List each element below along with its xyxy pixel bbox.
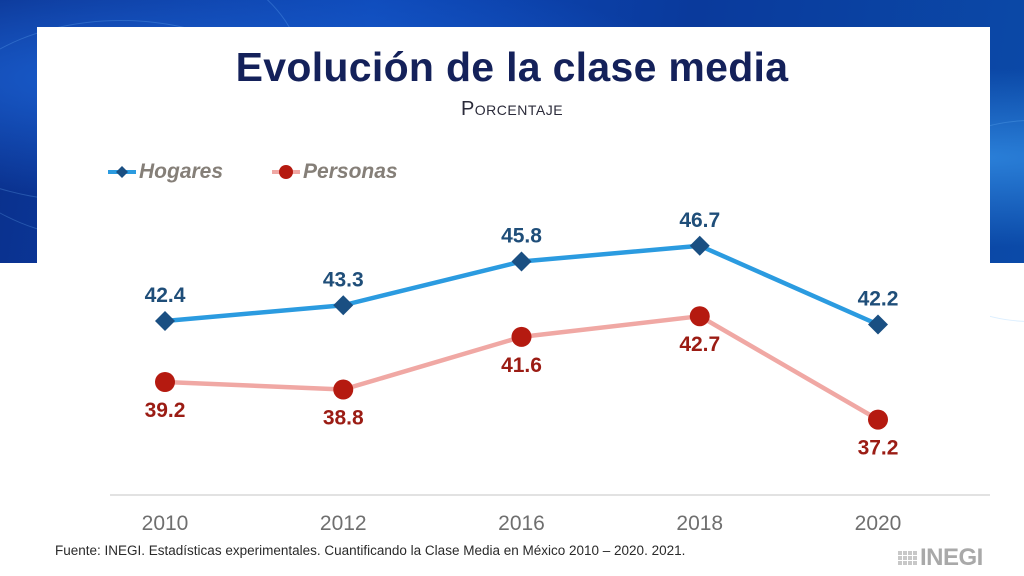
- legend-label-personas: Personas: [303, 160, 398, 183]
- data-point-marker[interactable]: [155, 372, 175, 392]
- legend: Hogares Personas: [107, 160, 398, 184]
- data-label: 45.8: [501, 225, 542, 248]
- x-tick-label: 2010: [142, 512, 189, 535]
- data-label: 37.2: [858, 437, 899, 460]
- data-point-marker[interactable]: [511, 251, 532, 272]
- data-point-marker[interactable]: [868, 409, 888, 430]
- x-tick-label: 2018: [676, 512, 723, 535]
- x-tick-label: 2016: [498, 512, 545, 535]
- inegi-logo: INEGI: [898, 544, 983, 572]
- series-hogares: 42.4 43.3 45.8 46.7 42.2: [145, 209, 899, 335]
- diamond-marker-icon: [108, 166, 136, 178]
- series-personas: 39.2 38.8 41.6 42.7 37.2: [145, 306, 899, 460]
- source-note: Fuente: INEGI. Estadísticas experimental…: [55, 543, 686, 558]
- data-label: 43.3: [323, 268, 364, 291]
- data-point-marker[interactable]: [333, 295, 354, 316]
- chart-subtitle: Porcentaje: [460, 98, 564, 120]
- logo-mark-icon: [898, 551, 917, 565]
- data-point-marker[interactable]: [155, 311, 175, 331]
- data-point-marker[interactable]: [689, 306, 710, 327]
- data-label: 38.8: [323, 407, 364, 430]
- data-label: 42.7: [679, 333, 720, 356]
- data-label: 39.2: [145, 399, 186, 422]
- series-layer: 42.4 43.3 45.8 46.7 42.2 39.2 38.8 41.6 42.7 37.2: [145, 209, 899, 460]
- circle-marker-icon: [272, 165, 301, 179]
- data-label: 46.7: [679, 209, 720, 232]
- data-point-marker[interactable]: [333, 379, 354, 400]
- data-point-marker[interactable]: [689, 235, 710, 256]
- x-tick-label: 2020: [855, 512, 902, 535]
- data-point-marker[interactable]: [511, 326, 532, 347]
- x-tick-label: 2012: [320, 512, 367, 535]
- chart-title: Evolución de la clase media: [235, 44, 789, 90]
- data-label: 41.6: [501, 354, 542, 377]
- legend-item-personas[interactable]: Personas: [271, 160, 398, 184]
- data-point-marker[interactable]: [868, 314, 888, 335]
- x-axis-ticks: 2010 2012 2016 2018 2020: [142, 512, 902, 535]
- logo-text: INEGI: [920, 544, 983, 571]
- data-label: 42.4: [145, 284, 186, 307]
- legend-label-hogares: Hogares: [139, 160, 224, 183]
- legend-item-hogares[interactable]: Hogares: [107, 160, 223, 184]
- data-label: 42.2: [858, 288, 899, 311]
